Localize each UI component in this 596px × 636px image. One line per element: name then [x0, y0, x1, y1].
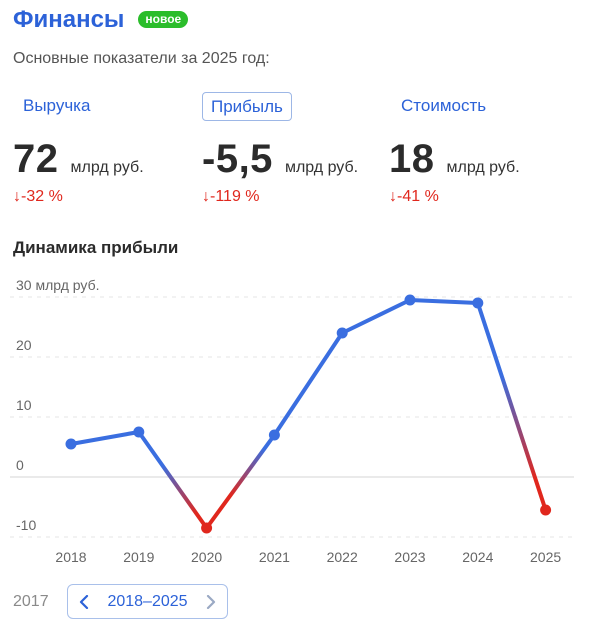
- new-badge: новое: [138, 10, 189, 28]
- metric-value: -5,5: [202, 137, 273, 181]
- data-point: [472, 297, 484, 309]
- series-line-segment: [475, 301, 548, 512]
- data-point: [65, 438, 77, 450]
- page-title: Финансы: [13, 6, 125, 33]
- chevron-left-icon: [79, 594, 89, 609]
- range-selector: 2018–2025: [67, 584, 228, 619]
- series-line-segment: [340, 298, 412, 335]
- x-tick-label: 2020: [191, 549, 222, 565]
- series-line-segment: [136, 430, 209, 530]
- metric-value: 18: [389, 137, 435, 181]
- x-tick-label: 2023: [394, 549, 425, 565]
- x-tick-label: 2024: [462, 549, 493, 565]
- down-arrow-icon: ↓: [202, 188, 210, 205]
- metric-tab-profit[interactable]: Прибыль: [202, 92, 292, 121]
- change-value: -119 %: [210, 188, 260, 205]
- metric-profit: -5,5 млрд руб.: [202, 137, 358, 182]
- range-label: 2018–2025: [107, 592, 188, 610]
- data-point: [268, 429, 280, 441]
- x-tick-label: 2018: [55, 549, 86, 565]
- metric-revenue: 72 млрд руб.: [13, 137, 144, 182]
- data-point: [540, 504, 552, 516]
- page-subtitle: Основные показатели за 2025 год:: [13, 50, 270, 67]
- data-point: [133, 426, 145, 438]
- x-tick-label: 2019: [123, 549, 154, 565]
- next-range-button[interactable]: [203, 591, 219, 613]
- series-line-segment: [272, 331, 345, 437]
- metric-change-value: ↓-41 %: [389, 188, 439, 206]
- y-tick-label: 0: [16, 457, 24, 473]
- metric-value-block: 18 млрд руб.: [389, 137, 520, 182]
- prev-year-link[interactable]: 2017: [13, 593, 49, 610]
- header: Финансы новое: [13, 6, 189, 34]
- y-tick-label: 20: [16, 337, 32, 353]
- x-tick-label: 2021: [259, 549, 290, 565]
- x-tick-label: 2022: [327, 549, 358, 565]
- x-tick-label: 2025: [530, 549, 561, 565]
- metric-tab-value[interactable]: Стоимость: [401, 96, 487, 115]
- chevron-right-icon: [206, 594, 216, 609]
- data-point: [404, 294, 416, 306]
- chart-title: Динамика прибыли: [13, 238, 179, 257]
- metric-value: 72: [13, 137, 59, 181]
- prev-range-button[interactable]: [76, 591, 92, 613]
- series-line-segment: [69, 430, 141, 446]
- metric-change-revenue: ↓-32 %: [13, 188, 63, 206]
- metric-unit: млрд руб.: [446, 159, 520, 176]
- metric-unit: млрд руб.: [70, 159, 144, 176]
- data-point: [336, 327, 348, 339]
- down-arrow-icon: ↓: [13, 188, 21, 205]
- data-point: [201, 522, 213, 534]
- y-tick-label: -10: [16, 517, 36, 533]
- series-line-segment: [408, 298, 480, 305]
- y-tick-label: 10: [16, 397, 32, 413]
- y-tick-label: 30 млрд руб.: [16, 277, 99, 293]
- series-line-segment: [204, 433, 277, 530]
- metric-change-profit: ↓-119 %: [202, 188, 260, 206]
- metric-unit: млрд руб.: [284, 159, 359, 176]
- metric-tab-revenue[interactable]: Выручка: [23, 96, 91, 115]
- profit-chart: -10 0 10 20 30 млрд руб. 2018 2019 2020 2021 202…: [10, 277, 574, 565]
- change-value: -32 %: [21, 188, 63, 205]
- change-value: -41 %: [397, 188, 439, 205]
- down-arrow-icon: ↓: [389, 188, 397, 205]
